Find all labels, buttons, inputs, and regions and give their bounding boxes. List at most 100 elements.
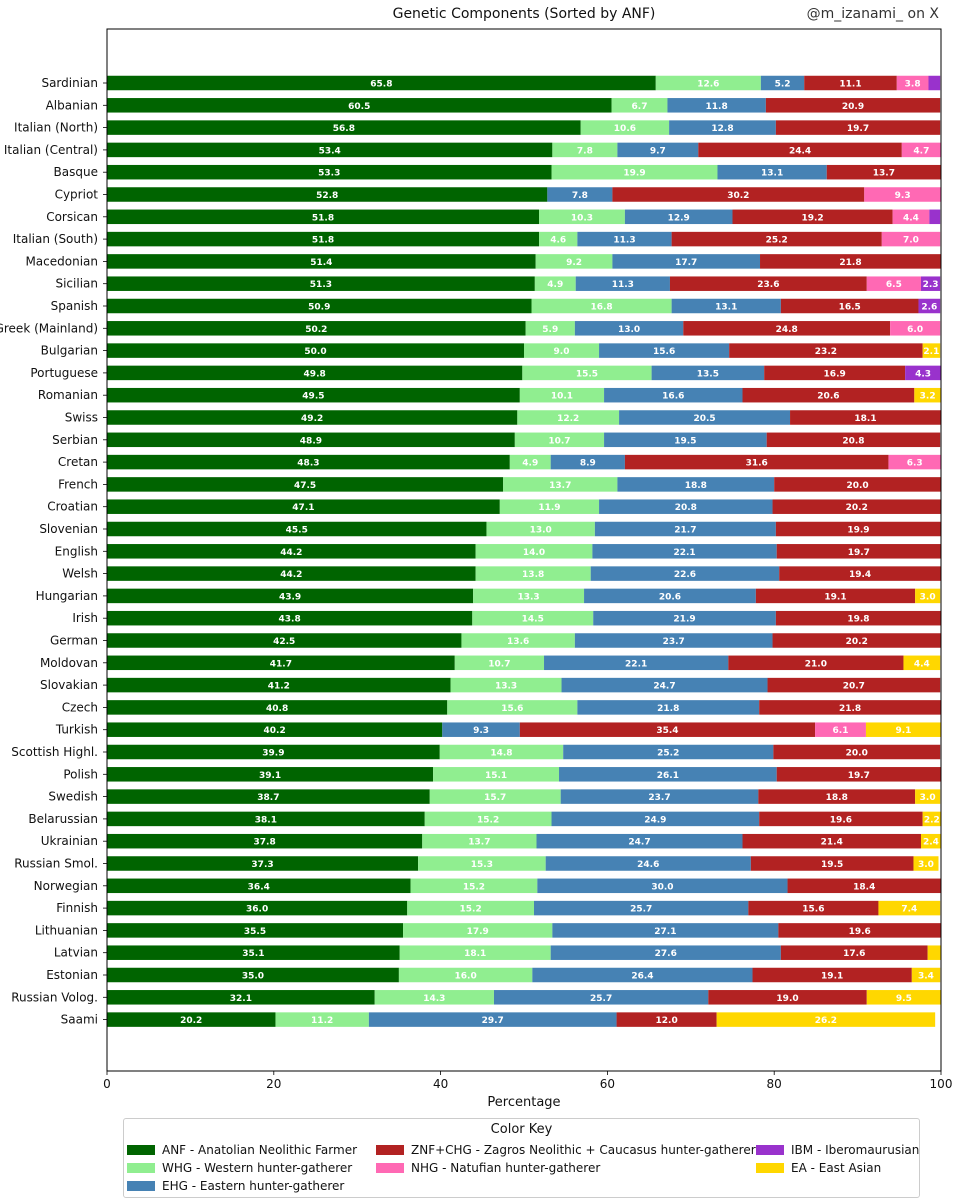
data-label-ehg-sardinian: 5.2 (775, 80, 791, 90)
bar-anf-cypriot (107, 187, 548, 202)
bar-anf-latvian (107, 945, 400, 960)
bar-anf-french (107, 477, 504, 492)
bar-anf-basque (107, 164, 552, 180)
data-label-ehg-belarussian: 24.9 (644, 815, 666, 825)
y-tick-label-german: German (50, 634, 98, 648)
bar-anf-cretan (107, 454, 510, 470)
x-axis-label: Percentage (487, 1095, 561, 1110)
legend-label-ehg: EHG - Eastern hunter-gatherer (162, 1179, 345, 1193)
data-label-anf-serbian: 48.9 (300, 436, 322, 446)
bar-anf-english (107, 544, 476, 559)
y-tick-label-turkish: Turkish (55, 723, 98, 737)
data-label-ehg-russian-volog: 25.7 (590, 994, 612, 1004)
data-label-ehg-german: 23.7 (663, 637, 685, 647)
data-label-ehg-portuguese: 13.5 (697, 369, 719, 379)
bar-ehg-italian-south (577, 231, 672, 247)
data-label-znf-chg-slovakian: 20.7 (843, 682, 865, 692)
y-tick-label-macedonian: Macedonian (25, 254, 98, 268)
data-label-nhg-corsican: 4.4 (903, 213, 919, 223)
bar-znf-chg-english (776, 544, 941, 559)
bar-anf-finnish (107, 900, 408, 916)
y-tick-label-swedish: Swedish (48, 790, 98, 804)
bar-ehg-latvian (550, 945, 781, 960)
bar-anf-slovakian (107, 677, 451, 693)
data-label-ehg-basque: 13.1 (761, 169, 783, 179)
data-label-nhg-turkish: 6.1 (833, 726, 849, 736)
data-label-znf-chg-slovenian: 19.9 (847, 526, 869, 536)
bar-whg-albanian (611, 98, 668, 113)
data-label-whg-greek-mainland: 5.9 (542, 325, 558, 335)
data-label-znf-chg-polish: 19.7 (848, 771, 870, 781)
bar-whg-slovakian (450, 677, 562, 693)
y-tick-label-scottish-highl: Scottish Highl. (11, 745, 98, 759)
bar-whg-scottish-highl (439, 744, 564, 760)
data-label-ea-russian-volog: 9.5 (896, 994, 912, 1004)
data-label-ehg-moldovan: 22.1 (625, 659, 647, 669)
bar-ea-ukrainian (920, 833, 941, 849)
y-tick-label-croatian: Croatian (47, 500, 98, 514)
y-tick-label-english: English (55, 544, 98, 558)
data-label-ehg-scottish-highl: 25.2 (657, 749, 679, 759)
bar-ibm-sicilian (920, 276, 941, 291)
bar-znf-chg-french (774, 477, 941, 492)
bar-ehg-italian-north (669, 120, 776, 135)
bar-anf-serbian (107, 432, 515, 448)
data-label-znf-chg-turkish: 35.4 (656, 726, 678, 736)
data-label-znf-chg-norwegian: 18.4 (853, 882, 875, 892)
data-label-anf-slovenian: 45.5 (286, 526, 308, 536)
bar-ehg-english (592, 544, 777, 559)
bar-anf-greek-mainland (107, 321, 526, 336)
data-label-znf-chg-greek-mainland: 24.8 (776, 325, 798, 335)
x-tick-label-20: 20 (266, 1077, 281, 1091)
data-label-anf-italian-north: 56.8 (333, 124, 355, 134)
legend-swatch-anf (127, 1145, 155, 1155)
data-label-whg-romanian: 10.1 (551, 392, 573, 402)
bar-anf-saami (107, 1012, 276, 1027)
data-label-znf-chg-french: 20.0 (846, 481, 868, 491)
x-tick-label-80: 80 (767, 1077, 782, 1091)
bar-znf-chg-lithuanian (778, 923, 941, 938)
bar-anf-norwegian (107, 878, 411, 894)
bar-ea-romanian (914, 387, 941, 403)
data-label-anf-portuguese: 49.8 (304, 369, 326, 379)
data-label-whg-bulgarian: 9.0 (554, 347, 570, 357)
bar-ehg-hungarian (584, 588, 756, 604)
bar-anf-czech (107, 700, 448, 715)
bar-ehg-greek-mainland (574, 321, 684, 336)
bar-nhg-italian-central (901, 142, 941, 158)
bar-ehg-czech (577, 700, 760, 715)
data-label-znf-chg-german: 20.2 (846, 637, 868, 647)
bar-ehg-russian-smol (545, 856, 751, 871)
data-label-whg-sardinian: 12.6 (697, 80, 719, 90)
bar-ehg-moldovan (544, 655, 729, 671)
data-label-ehg-finnish: 25.7 (630, 905, 652, 915)
data-label-ea-swedish: 3.0 (920, 793, 936, 803)
bar-ibm-corsican (929, 209, 941, 225)
y-tick-label-estonian: Estonian (46, 968, 98, 982)
bar-znf-chg-slovenian (775, 521, 941, 537)
bar-whg-cretan (509, 454, 551, 470)
bar-ehg-cypriot (547, 187, 613, 202)
data-label-anf-estonian: 35.0 (242, 972, 264, 982)
bar-ehg-lithuanian (552, 923, 779, 938)
data-label-whg-czech: 15.6 (501, 704, 523, 714)
data-label-anf-bulgarian: 50.0 (304, 347, 326, 357)
data-label-ehg-lithuanian: 27.1 (654, 927, 676, 937)
y-tick-label-italian-central: Italian (Central) (4, 143, 98, 157)
bar-znf-chg-macedonian (760, 254, 941, 269)
data-label-nhg-sicilian: 6.5 (886, 280, 902, 290)
bar-anf-corsican (107, 209, 540, 225)
bar-ehg-basque (717, 164, 827, 180)
x-tick-label-60: 60 (600, 1077, 615, 1091)
data-label-ibm-portuguese: 4.3 (915, 369, 931, 379)
bar-whg-romanian (519, 387, 605, 403)
bar-ehg-saami (368, 1012, 617, 1027)
data-label-ibm-sicilian: 2.3 (923, 280, 939, 290)
bar-ehg-slovakian (561, 677, 768, 693)
data-label-anf-finnish: 36.0 (246, 905, 268, 915)
bar-whg-lithuanian (403, 923, 553, 938)
bar-ehg-irish (593, 610, 776, 626)
bar-anf-belarussian (107, 811, 425, 827)
data-label-znf-chg-scottish-highl: 20.0 (846, 749, 868, 759)
data-label-ea-ukrainian: 2.4 (923, 838, 939, 848)
